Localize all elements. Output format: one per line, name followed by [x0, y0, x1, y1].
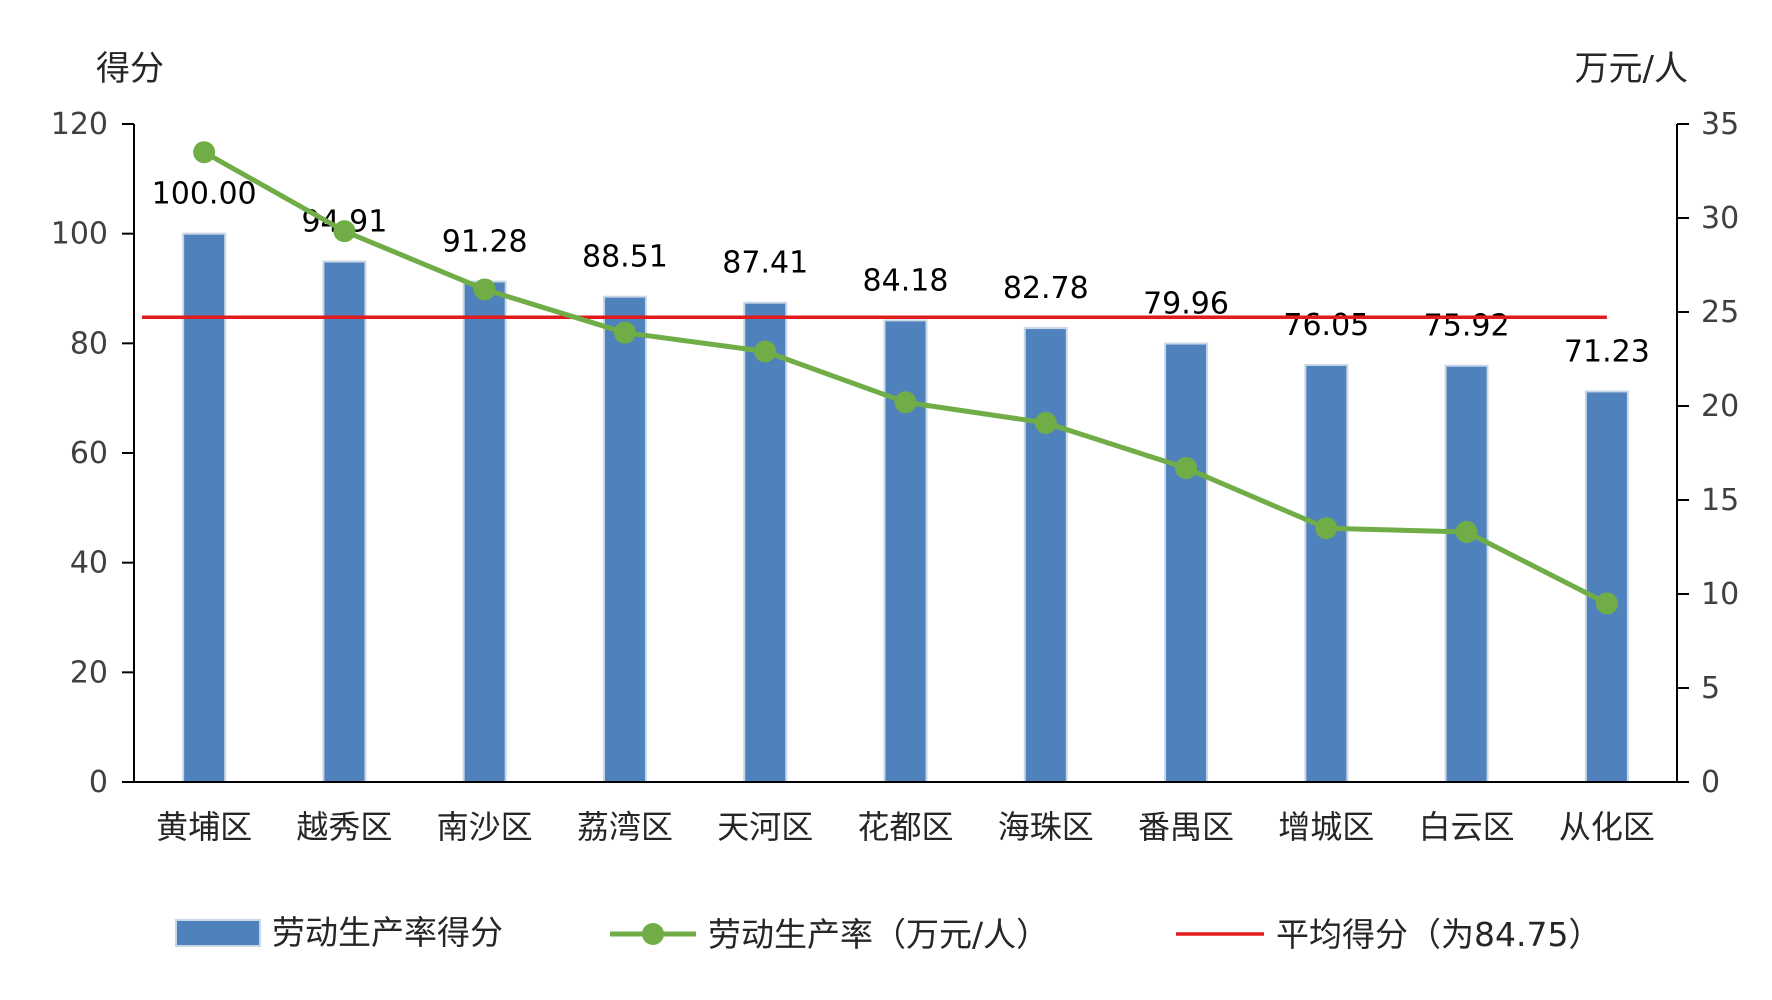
- line-point: [613, 321, 636, 344]
- bar: [1164, 342, 1209, 783]
- bar: [1023, 327, 1068, 783]
- right-tick-label: 0: [1701, 765, 1720, 800]
- category-label: 花都区: [857, 808, 953, 846]
- line-point: [894, 391, 917, 414]
- left-tick-label: 60: [70, 436, 108, 471]
- right-axis: 0 5 10 15 20 25 30 35: [1677, 107, 1739, 800]
- category-labels: 黄埔区 越秀区 南沙区 荔湾区 天河区 花都区 海珠区 番禺区 增城区 白云区 从化区: [156, 808, 1655, 846]
- bar-data-label: 87.41: [722, 246, 808, 281]
- left-tick-label: 40: [70, 546, 108, 581]
- bar-data-labels: 100.0094.9191.2888.5187.4184.1882.7879.9…: [152, 177, 1650, 370]
- axis-lines: [133, 124, 1678, 783]
- line-point: [1595, 592, 1618, 615]
- legend: 劳动生产率得分 劳动生产率（万元/人） 平均得分（为84.75）: [175, 913, 1601, 954]
- bar-data-label: 76.05: [1283, 308, 1369, 343]
- bar: [322, 260, 367, 783]
- line-point: [1455, 520, 1478, 543]
- bar-data-label: 82.78: [1003, 271, 1089, 306]
- category-label: 越秀区: [296, 808, 392, 846]
- bar-data-label: 91.28: [442, 224, 528, 259]
- bar: [182, 232, 227, 783]
- right-tick-label: 35: [1701, 107, 1739, 142]
- line-point: [754, 340, 777, 363]
- bar: [1584, 390, 1629, 783]
- line-point: [1175, 457, 1198, 480]
- bar: [602, 295, 647, 783]
- category-label: 增城区: [1278, 808, 1374, 846]
- line-point: [1034, 411, 1057, 434]
- bar: [883, 319, 928, 783]
- legend-line-label: 劳动生产率（万元/人）: [708, 915, 1049, 954]
- line-point: [473, 278, 496, 301]
- line-point: [333, 220, 356, 243]
- right-tick-label: 15: [1701, 483, 1739, 518]
- bar: [743, 301, 788, 783]
- bar-data-label: 71.23: [1564, 334, 1650, 369]
- right-tick-label: 10: [1701, 577, 1739, 612]
- left-tick-label: 20: [70, 655, 108, 690]
- bar-data-label: 100.00: [152, 177, 257, 212]
- bar: [462, 280, 507, 783]
- category-label: 黄埔区: [156, 808, 252, 846]
- right-tick-label: 30: [1701, 201, 1739, 236]
- category-label: 番禺区: [1138, 808, 1234, 846]
- category-label: 荔湾区: [577, 808, 673, 846]
- bar-data-label: 88.51: [582, 240, 668, 275]
- line-point: [193, 141, 216, 164]
- legend-ref-label: 平均得分（为84.75）: [1276, 915, 1601, 954]
- legend-bar-label: 劳动生产率得分: [272, 913, 503, 952]
- bar: [1444, 364, 1489, 783]
- right-tick-label: 5: [1701, 671, 1720, 706]
- category-label: 海珠区: [998, 808, 1094, 846]
- right-tick-label: 25: [1701, 295, 1739, 330]
- bar-data-label: 75.92: [1424, 309, 1510, 344]
- left-tick-label: 120: [51, 107, 108, 142]
- right-tick-label: 20: [1701, 389, 1739, 424]
- left-tick-label: 0: [89, 765, 108, 800]
- left-axis: 0 20 40 60 80 100 120: [51, 107, 134, 800]
- line-series: [193, 141, 1618, 615]
- right-axis-unit: 万元/人: [1575, 49, 1688, 89]
- bar-data-label: 84.18: [863, 263, 949, 298]
- category-label: 白云区: [1419, 808, 1515, 846]
- left-axis-unit: 得分: [96, 49, 164, 89]
- line-point: [1315, 517, 1338, 540]
- left-tick-label: 100: [51, 217, 108, 252]
- legend-bar-swatch: [175, 919, 261, 947]
- category-label: 南沙区: [437, 808, 533, 846]
- category-label: 从化区: [1559, 808, 1655, 846]
- legend-line-marker: [642, 923, 664, 945]
- bar: [1304, 363, 1349, 783]
- category-label: 天河区: [717, 808, 813, 846]
- left-tick-label: 80: [70, 326, 108, 361]
